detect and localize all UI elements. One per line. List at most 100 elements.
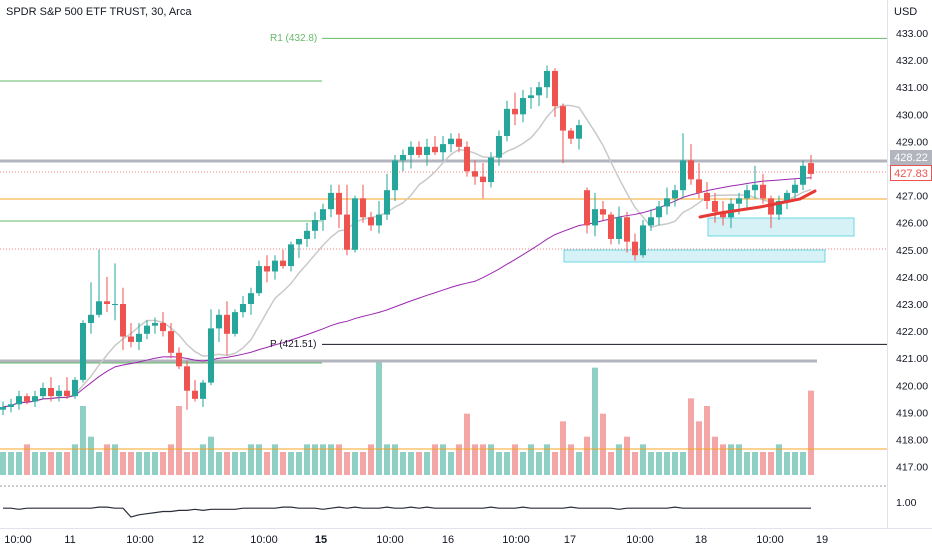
volume-bar — [680, 452, 686, 475]
candle-body — [48, 388, 54, 397]
volume-bar — [808, 390, 814, 475]
price-tick-label: 417.00 — [896, 462, 928, 474]
price-tick-label: 424.00 — [896, 272, 928, 284]
volume-bar — [552, 452, 558, 475]
volume-bar — [192, 452, 198, 475]
candle-body — [360, 198, 366, 218]
candle-body — [720, 211, 726, 218]
volume-bar — [176, 406, 182, 475]
candle-body — [8, 404, 14, 407]
price-tick-label: 431.00 — [896, 82, 928, 94]
price-tick-label: 421.00 — [896, 353, 928, 365]
r1-level-label: R1 (432.8) — [270, 33, 318, 44]
candle-body — [576, 125, 582, 139]
candle-body — [560, 106, 566, 131]
candle-body — [472, 171, 478, 177]
candle-body — [224, 314, 230, 334]
volume-bar — [0, 452, 6, 475]
symbol-title: SPDR S&P 500 ETF TRUST, 30, Arca — [6, 6, 192, 18]
volume-bar — [200, 444, 206, 475]
candle-body — [544, 70, 550, 88]
volume-bar — [344, 452, 350, 475]
volume-bar — [336, 444, 342, 475]
time-tick-label: 16 — [442, 534, 454, 546]
volume-bar — [616, 444, 622, 475]
candle-body — [256, 266, 262, 294]
time-tick-label: 10:00 — [126, 534, 154, 546]
price-tick-label: 430.00 — [896, 109, 928, 121]
volume-bar — [392, 444, 398, 475]
candle-body — [192, 390, 198, 399]
candle-body — [16, 396, 22, 405]
volume-bar — [40, 452, 46, 475]
volume-bar — [792, 452, 798, 475]
pivot-level-label: P (421.51) — [270, 339, 317, 350]
volume-bar — [672, 452, 678, 475]
candle-body — [584, 190, 590, 226]
time-tick-label: 10:00 — [4, 534, 32, 546]
slow-moving-average — [2, 177, 812, 408]
candle-body — [504, 108, 510, 136]
volume-bar — [416, 452, 422, 475]
candle-body — [296, 238, 302, 245]
volume-bar — [80, 406, 86, 475]
candle-body — [328, 192, 334, 210]
candle-body — [408, 146, 414, 155]
volume-bar — [272, 444, 278, 475]
volume-bar — [8, 452, 14, 475]
volume-bar — [24, 444, 30, 475]
time-tick-label: 15 — [315, 534, 327, 546]
indicator-line — [3, 506, 811, 518]
volume-bar — [64, 452, 70, 475]
candle-body — [200, 382, 206, 399]
volume-bar — [128, 452, 134, 475]
volume-bar — [544, 444, 550, 475]
volume-bar — [608, 452, 614, 475]
volume-bar — [264, 452, 270, 475]
price-tick-label: 422.00 — [896, 326, 928, 338]
candle-body — [304, 230, 310, 239]
candle-body — [464, 146, 470, 172]
volume-bar — [136, 452, 142, 475]
price-tick-label: 427.00 — [896, 191, 928, 203]
candle-body — [264, 266, 270, 272]
current-price-tag: 427.83 — [890, 165, 932, 181]
volume-bar — [696, 421, 702, 475]
volume-bar — [776, 444, 782, 475]
volume-bar — [624, 436, 630, 475]
volume-bar — [648, 452, 654, 475]
candle-body — [712, 201, 718, 212]
candle-body — [168, 331, 174, 353]
volume-bar — [208, 436, 214, 475]
candle-body — [520, 98, 526, 115]
candle-body — [736, 198, 742, 204]
candle-body — [72, 379, 78, 397]
candle-body — [784, 192, 790, 202]
candle-body — [376, 214, 382, 226]
candle-body — [184, 366, 190, 391]
candle-body — [424, 146, 430, 155]
candle-body — [208, 328, 214, 383]
volume-bar — [664, 452, 670, 475]
candle-body — [272, 260, 278, 272]
volume-bar — [216, 452, 222, 475]
indicator-tick-label: 1.00 — [896, 497, 917, 509]
time-tick-label: 12 — [192, 534, 204, 546]
candle-body — [216, 314, 222, 329]
volume-bar — [688, 398, 694, 475]
volume-bar — [296, 452, 302, 475]
volume-bar — [384, 444, 390, 475]
volume-bar — [640, 444, 646, 475]
volume-bar — [48, 452, 54, 475]
candle-body — [648, 217, 654, 226]
candle-body — [24, 396, 30, 402]
time-tick-label: 10:00 — [502, 534, 530, 546]
volume-bar — [736, 444, 742, 475]
candle-body — [232, 312, 238, 334]
candle-body — [280, 260, 286, 267]
candle-body — [416, 146, 422, 155]
candle-body — [440, 144, 446, 153]
candle-body — [808, 163, 814, 174]
price-tick-label: 432.00 — [896, 55, 928, 67]
